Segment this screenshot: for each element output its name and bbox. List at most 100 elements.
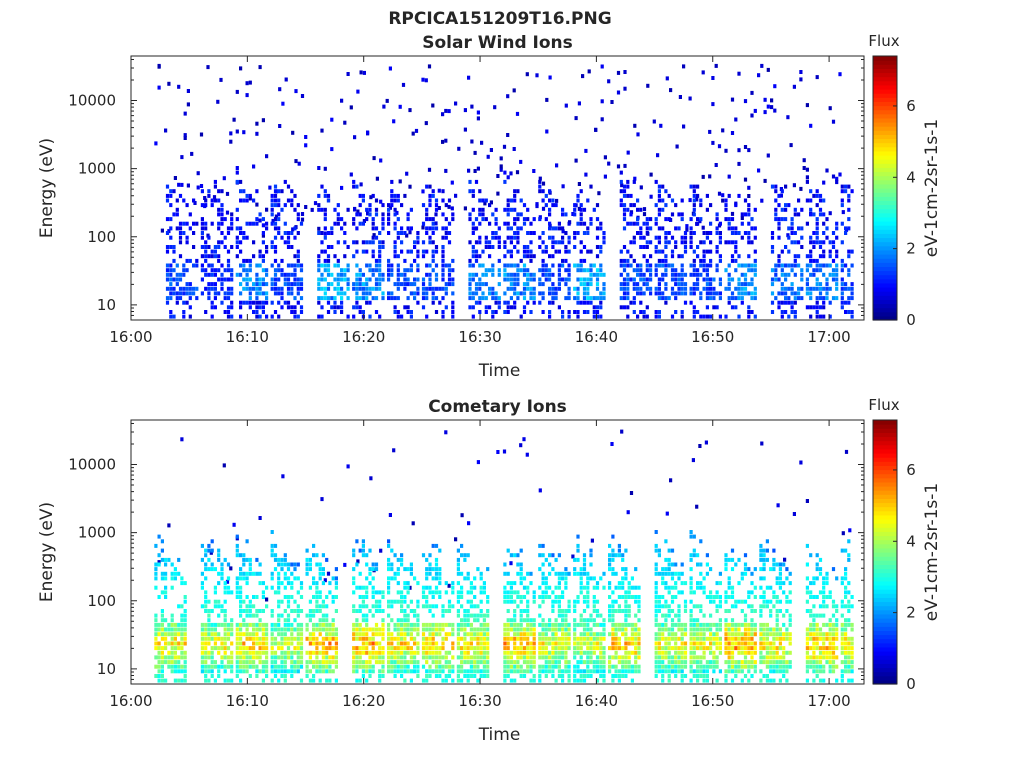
data-cell bbox=[466, 678, 470, 683]
data-cell bbox=[204, 567, 208, 572]
data-cell bbox=[210, 272, 214, 277]
data-cell bbox=[387, 212, 391, 217]
data-cell bbox=[321, 604, 325, 609]
data-cell bbox=[170, 646, 174, 651]
data-cell bbox=[519, 664, 523, 669]
data-cell bbox=[283, 585, 287, 590]
colorbar-segment bbox=[873, 204, 897, 210]
data-cell bbox=[470, 139, 474, 144]
data-cell bbox=[627, 664, 631, 669]
data-cell bbox=[548, 571, 552, 576]
data-cell bbox=[416, 268, 420, 273]
data-cell bbox=[629, 221, 633, 226]
data-cell bbox=[252, 240, 256, 245]
data-cell bbox=[431, 622, 435, 627]
data-cell bbox=[743, 263, 748, 268]
data-cell bbox=[586, 310, 590, 314]
data-cell bbox=[818, 254, 823, 259]
data-cell bbox=[210, 627, 214, 632]
data-cell bbox=[160, 646, 164, 651]
data-cell bbox=[622, 291, 627, 296]
data-cell bbox=[573, 646, 577, 651]
data-cell bbox=[649, 277, 653, 282]
data-cell bbox=[283, 576, 287, 581]
data-cell bbox=[456, 609, 460, 613]
colorbar-segment bbox=[873, 155, 897, 160]
data-cell bbox=[177, 84, 181, 89]
data-cell bbox=[657, 595, 661, 599]
data-cell bbox=[664, 627, 668, 632]
data-cell bbox=[358, 650, 362, 655]
data-cell bbox=[757, 168, 761, 173]
data-cell bbox=[509, 226, 513, 231]
data-cell bbox=[406, 627, 410, 632]
data-cell bbox=[258, 641, 262, 646]
data-cell bbox=[230, 618, 234, 623]
data-cell bbox=[220, 660, 224, 665]
data-cell bbox=[374, 604, 379, 609]
data-cell bbox=[365, 576, 369, 581]
data-cell bbox=[340, 305, 344, 310]
colorbar-segment bbox=[873, 64, 897, 69]
data-cell bbox=[308, 636, 312, 641]
data-cell bbox=[627, 622, 631, 627]
data-cell bbox=[793, 263, 797, 268]
data-cell bbox=[516, 263, 520, 268]
data-cell bbox=[664, 263, 668, 268]
data-cell bbox=[541, 622, 545, 627]
data-cell bbox=[374, 277, 379, 282]
data-cell bbox=[177, 557, 181, 562]
data-cell bbox=[223, 669, 227, 674]
data-cell bbox=[632, 258, 636, 263]
data-cell bbox=[294, 89, 298, 94]
data-cell bbox=[245, 571, 249, 576]
data-cell bbox=[406, 669, 410, 674]
data-cell bbox=[308, 599, 312, 604]
data-cell bbox=[657, 263, 661, 268]
data-cell bbox=[296, 655, 300, 660]
data-cell bbox=[551, 674, 555, 678]
data-cell bbox=[592, 263, 596, 268]
data-cell bbox=[283, 609, 287, 613]
data-cell bbox=[278, 87, 282, 92]
data-cell bbox=[409, 268, 413, 273]
data-cell bbox=[573, 263, 577, 268]
data-cell bbox=[323, 277, 327, 282]
data-cell bbox=[428, 641, 432, 646]
data-cell bbox=[177, 632, 181, 637]
data-cell bbox=[239, 613, 243, 618]
data-cell bbox=[387, 632, 391, 637]
data-cell bbox=[582, 669, 587, 674]
data-cell bbox=[541, 206, 546, 211]
data-cell bbox=[844, 310, 848, 314]
data-cell bbox=[579, 674, 583, 678]
data-cell bbox=[173, 664, 177, 669]
data-cell bbox=[293, 268, 297, 273]
data-cell bbox=[270, 650, 274, 655]
data-cell bbox=[258, 282, 262, 287]
data-cell bbox=[361, 669, 365, 674]
data-cell bbox=[252, 221, 256, 226]
data-cell bbox=[438, 650, 442, 655]
data-cell bbox=[664, 258, 668, 263]
data-cell bbox=[715, 231, 719, 235]
data-cell bbox=[526, 650, 530, 655]
data-cell bbox=[321, 627, 325, 632]
data-cell bbox=[717, 144, 722, 149]
data-cell bbox=[639, 263, 643, 268]
data-cell bbox=[611, 553, 615, 558]
data-cell bbox=[599, 646, 603, 651]
data-cell bbox=[378, 314, 382, 319]
data-cell bbox=[299, 277, 304, 282]
data-cell bbox=[699, 314, 703, 319]
data-cell bbox=[213, 268, 217, 273]
data-cell bbox=[642, 282, 646, 287]
data-cell bbox=[554, 641, 558, 646]
data-cell bbox=[286, 282, 291, 287]
data-cell bbox=[447, 204, 451, 209]
colorbar-segment bbox=[873, 163, 897, 168]
data-cell bbox=[270, 641, 274, 646]
data-cell bbox=[248, 196, 252, 201]
data-cell bbox=[312, 632, 316, 637]
